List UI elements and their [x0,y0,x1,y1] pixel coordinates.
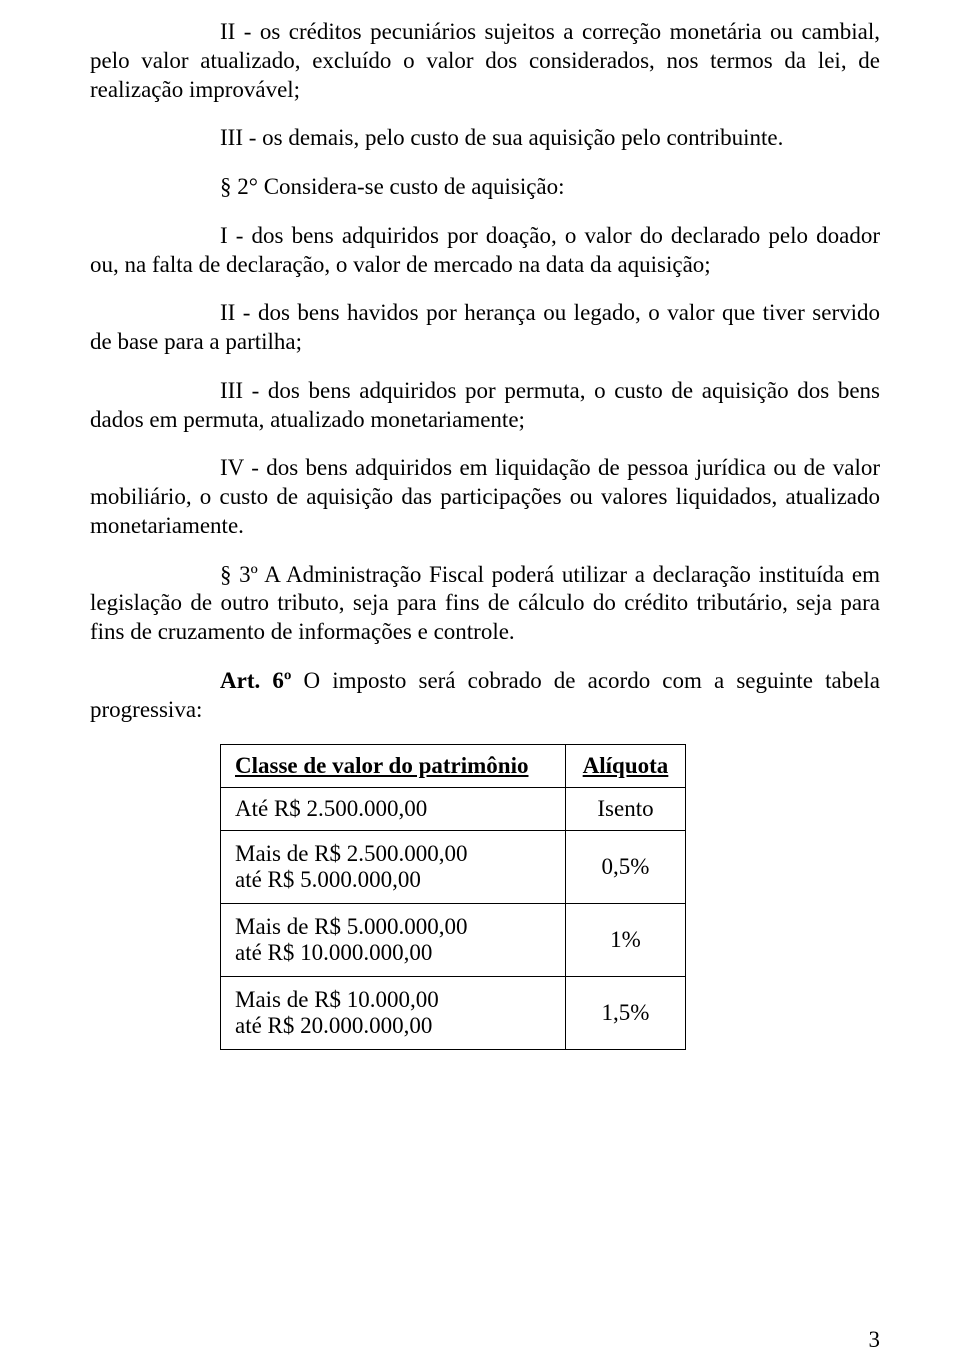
header-classe: Classe de valor do patrimônio [221,745,566,788]
art6-label: Art. 6º [220,668,291,693]
paragraph-s2-i: I - dos bens adquiridos por doação, o va… [90,222,880,280]
cell-classe: Até R$ 2.500.000,00 [221,788,566,831]
art6-text: O imposto será cobrado de acordo com a s… [90,668,880,722]
art6-intro: Art. 6º O imposto será cobrado de acordo… [90,667,880,725]
paragraph-s2-ii: II - dos bens havidos por herança ou leg… [90,299,880,357]
paragraph-iii: III - os demais, pelo custo de sua aquis… [90,124,880,153]
tax-table: Classe de valor do patrimônio Alíquota A… [220,744,686,1050]
cell-aliquota: 1% [566,904,686,977]
page-number: 3 [869,1327,881,1353]
cell-aliquota: 0,5% [566,831,686,904]
cell-aliquota: 1,5% [566,977,686,1050]
table-row: Até R$ 2.500.000,00 Isento [221,788,686,831]
cell-classe: Mais de R$ 10.000,00até R$ 20.000.000,00 [221,977,566,1050]
table-row: Mais de R$ 2.500.000,00até R$ 5.000.000,… [221,831,686,904]
table-header-row: Classe de valor do patrimônio Alíquota [221,745,686,788]
header-aliquota: Alíquota [566,745,686,788]
cell-classe: Mais de R$ 5.000.000,00até R$ 10.000.000… [221,904,566,977]
cell-aliquota: Isento [566,788,686,831]
paragraph-s2-iii: III - dos bens adquiridos por permuta, o… [90,377,880,435]
paragraph-s2: § 2° Considera-se custo de aquisição: [90,173,880,202]
tax-table-wrap: Classe de valor do patrimônio Alíquota A… [220,744,880,1050]
paragraph-s2-iv: IV - dos bens adquiridos em liquidação d… [90,454,880,540]
table-row: Mais de R$ 5.000.000,00até R$ 10.000.000… [221,904,686,977]
paragraph-ii: II - os créditos pecuniários sujeitos a … [90,18,880,104]
paragraph-s3: § 3º A Administração Fiscal poderá utili… [90,561,880,647]
cell-classe: Mais de R$ 2.500.000,00até R$ 5.000.000,… [221,831,566,904]
table-row: Mais de R$ 10.000,00até R$ 20.000.000,00… [221,977,686,1050]
